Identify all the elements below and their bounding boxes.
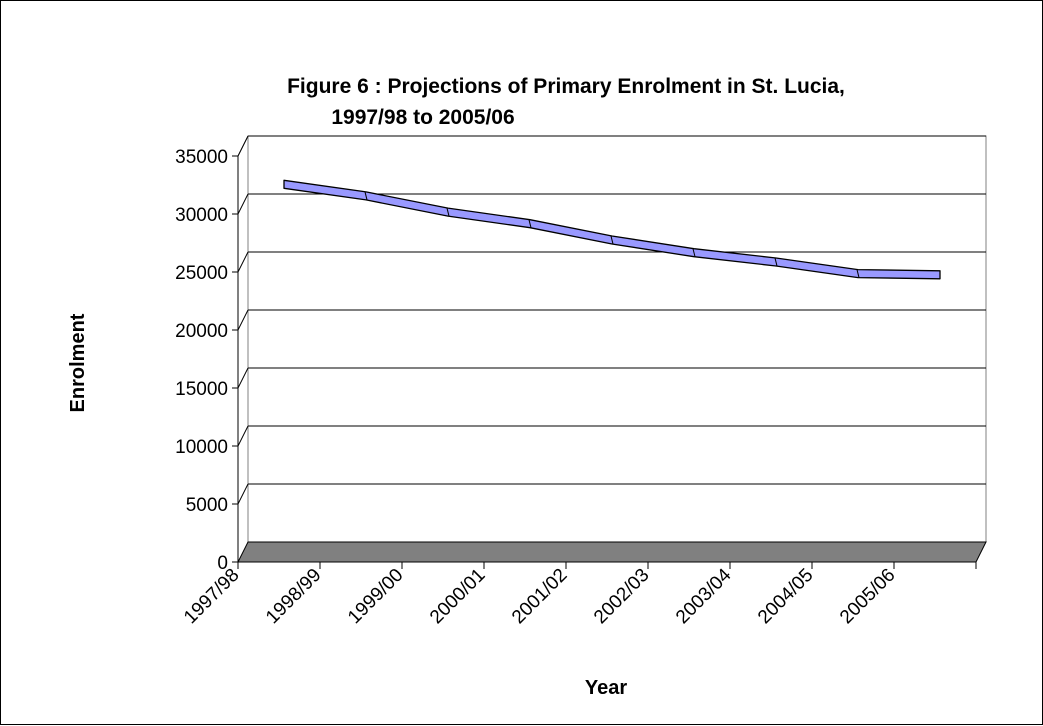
series-layer bbox=[283, 179, 941, 280]
series-point bbox=[528, 219, 532, 228]
plot-floor-layer bbox=[237, 541, 987, 563]
series-point bbox=[856, 269, 860, 278]
x-tick-label: 2002/03 bbox=[590, 565, 653, 628]
series-point bbox=[774, 257, 778, 267]
x-axis-title: Year bbox=[585, 677, 627, 699]
y-tick-label: 35000 bbox=[175, 147, 228, 168]
chart-title: Figure 6 : Projections of Primary Enrolm… bbox=[287, 75, 845, 98]
chart-subtitle: 1997/98 to 2005/06 bbox=[331, 106, 514, 129]
y-tick-label: 5000 bbox=[186, 495, 228, 516]
x-tick-label: 1997/98 bbox=[180, 565, 243, 628]
x-tick-label: 2001/02 bbox=[508, 565, 571, 628]
plot-floor bbox=[237, 541, 987, 563]
x-tick-label: 2005/06 bbox=[836, 565, 899, 628]
plot-axes-layer bbox=[232, 155, 977, 569]
y-tick-label: 25000 bbox=[175, 263, 228, 284]
y-tick-label: 0 bbox=[217, 553, 228, 574]
x-tick-label: 2004/05 bbox=[754, 565, 817, 628]
gridline-side bbox=[237, 367, 249, 389]
back-wall bbox=[247, 135, 987, 543]
x-tick-label: 1999/00 bbox=[344, 565, 407, 628]
series-point bbox=[610, 235, 614, 245]
series-point bbox=[446, 207, 450, 217]
plot-back-layer bbox=[237, 135, 987, 562]
series-point bbox=[364, 191, 368, 201]
x-tick-label: 2000/01 bbox=[426, 565, 489, 628]
series-ribbon bbox=[283, 179, 941, 280]
gridline-side bbox=[237, 251, 249, 273]
y-tick-label: 15000 bbox=[175, 379, 228, 400]
gridline-side bbox=[237, 135, 249, 157]
gridline-side bbox=[237, 193, 249, 215]
y-axis-title: Enrolment bbox=[67, 313, 89, 412]
gridline-side bbox=[237, 425, 249, 447]
series-point bbox=[692, 248, 696, 257]
gridline-side bbox=[237, 483, 249, 505]
y-tick-label: 20000 bbox=[175, 321, 228, 342]
x-tick-label: 2003/04 bbox=[672, 564, 736, 628]
y-tick-label: 30000 bbox=[175, 205, 228, 226]
y-tick-label: 10000 bbox=[175, 437, 228, 458]
gridline-side bbox=[237, 309, 249, 331]
x-tick-label: 1998/99 bbox=[262, 565, 325, 628]
